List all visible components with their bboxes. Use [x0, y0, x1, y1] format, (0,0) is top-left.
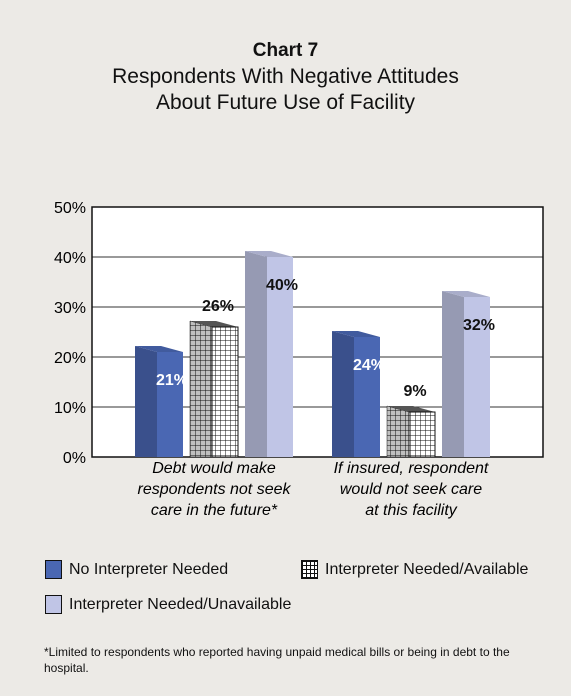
subtitle-line-1: Respondents With Negative Attitudes	[112, 65, 459, 88]
category-label: at this facility	[365, 502, 458, 519]
bar	[245, 251, 293, 457]
bar-side	[245, 251, 267, 457]
category-label: Debt would make	[152, 460, 276, 477]
y-tick-label: 30%	[54, 300, 86, 317]
bar-top	[190, 321, 238, 327]
bar-side	[386, 405, 410, 458]
data-label: 24%	[353, 357, 385, 374]
legend-label: No Interpreter Needed	[69, 560, 229, 578]
data-label: 40%	[266, 277, 298, 294]
bar-front	[464, 297, 490, 457]
bar-front	[211, 326, 239, 458]
bar-front	[354, 337, 380, 457]
legend-swatch-interpreter-unavailable	[45, 595, 62, 614]
bar-front	[157, 352, 183, 457]
bar-top	[245, 251, 293, 257]
bar	[442, 291, 490, 457]
y-tick-label: 20%	[54, 350, 86, 367]
bar-chart: 0% 10% 20% 30% 40% 50% 21% 26% 40% Debt would mak…	[54, 200, 544, 519]
bar-top	[135, 346, 183, 352]
bar	[189, 320, 239, 458]
bar-side	[189, 320, 213, 458]
data-label: 32%	[463, 317, 495, 334]
category-label: If insured, respondent	[334, 460, 489, 477]
y-tick-label: 10%	[54, 400, 86, 417]
category-label: care in the future*	[151, 502, 278, 519]
legend-interpreter-unavailable: Interpreter Needed/Unavailable	[45, 595, 291, 614]
bar-side	[332, 331, 354, 457]
legend-label: Interpreter Needed/Available	[325, 560, 529, 578]
legend-no-interpreter: No Interpreter Needed	[45, 560, 228, 579]
data-label: 9%	[403, 383, 426, 400]
bar-top	[332, 331, 380, 337]
bar	[332, 331, 380, 457]
chart-subtitle: Respondents With Negative Attitudes Abou…	[0, 64, 571, 116]
bar	[135, 346, 183, 457]
data-label: 26%	[202, 298, 234, 315]
subtitle-line-2: About Future Use of Facility	[155, 91, 416, 114]
bar-side	[442, 291, 464, 457]
y-tick-label: 0%	[63, 450, 86, 467]
y-tick-label: 40%	[54, 250, 86, 267]
category-label: would not seek care	[340, 481, 482, 498]
legend-interpreter-available: Interpreter Needed/Available	[301, 560, 528, 579]
bar-front	[267, 257, 293, 457]
bar-top	[387, 406, 435, 412]
footnote: *Limited to respondents who reported hav…	[44, 645, 510, 675]
y-tick-label: 50%	[54, 200, 86, 217]
bar-top	[442, 291, 490, 297]
bar-front	[408, 411, 436, 458]
legend-swatch-no-interpreter	[45, 560, 62, 579]
legend-swatch-interpreter-available	[301, 560, 318, 579]
bar-side	[135, 346, 157, 457]
bar	[386, 405, 436, 458]
legend-label: Interpreter Needed/Unavailable	[69, 595, 292, 613]
plot-border	[91, 206, 544, 458]
category-label: respondents not seek	[138, 481, 292, 498]
chart-title: Chart 7	[252, 40, 319, 61]
data-label: 21%	[156, 372, 188, 389]
